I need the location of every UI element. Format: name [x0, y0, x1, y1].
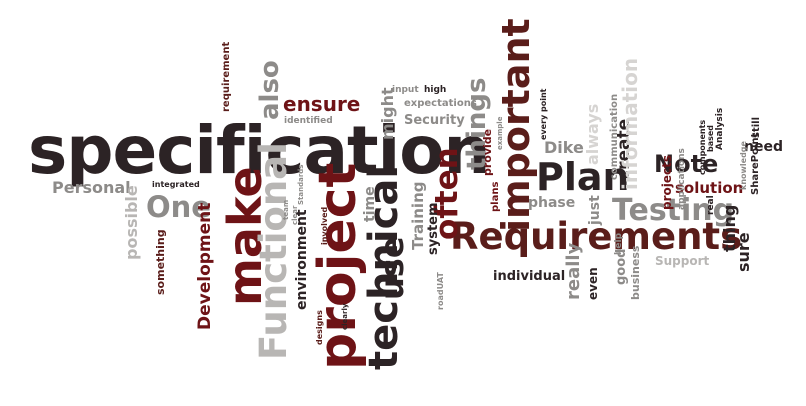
word-provide: provide: [481, 128, 494, 176]
word-identified: identified: [284, 116, 333, 126]
word-requirement: requirement: [221, 41, 232, 112]
word-involved: involved: [320, 206, 329, 245]
word-knowledge: knowledge: [739, 141, 748, 190]
word-security: Security: [404, 113, 465, 128]
word-high: high: [424, 85, 447, 95]
word-information: information: [618, 57, 642, 190]
word-plan: Plan: [536, 155, 630, 199]
word-communication: communication: [609, 93, 620, 180]
word-requirements: Requirements: [450, 215, 743, 258]
word-components: components: [698, 119, 707, 175]
word-ensure: ensure: [283, 92, 361, 116]
word-even: even: [586, 267, 600, 300]
word-need: need: [744, 139, 783, 155]
word-applications: applications: [677, 148, 687, 210]
word-still: still: [751, 116, 762, 138]
word-projects: projects: [660, 155, 674, 210]
word-system: system: [426, 202, 441, 255]
word-real: real: [706, 195, 716, 215]
word-support: Support: [655, 254, 710, 268]
word-individual: individual: [493, 269, 566, 284]
word-every-point: every point: [539, 88, 548, 141]
word-business: business: [629, 245, 642, 300]
word-development: Development: [195, 202, 215, 330]
word-standards: Standards: [297, 164, 305, 205]
word-specification: specification: [28, 112, 491, 189]
word-integrated: integrated: [152, 180, 200, 189]
word-designs: designs: [315, 310, 324, 345]
word-thing: thing: [720, 204, 739, 252]
word-something: something: [154, 229, 167, 295]
word-really: really: [563, 242, 584, 300]
word-plans: plans: [490, 181, 501, 212]
word-input: input: [392, 85, 419, 95]
word-personal: Personal: [52, 178, 131, 197]
word-clear: clear: [291, 205, 299, 225]
word-roaduat: roadUAT: [436, 272, 445, 310]
word-training: Training: [409, 181, 427, 250]
word-dike: Dike: [544, 138, 584, 157]
word-example: example: [496, 116, 504, 150]
word-functional: Functional: [252, 142, 295, 360]
word-help: help: [614, 232, 624, 255]
word-based: based: [706, 124, 715, 152]
word-just: just: [587, 195, 603, 225]
word-note: Note: [654, 150, 719, 178]
word-use: use: [373, 236, 411, 300]
word-testing: Testing: [612, 193, 735, 228]
word-analysis: Analysis: [715, 107, 725, 150]
word-solution: solution: [675, 179, 744, 197]
word-one: One: [146, 190, 211, 224]
word-possible: possible: [122, 185, 141, 260]
word-also: also: [255, 60, 285, 120]
word-clearly: clearly: [341, 303, 349, 330]
word-might: might: [378, 87, 397, 140]
word-time: time: [362, 186, 378, 222]
word-phase: phase: [528, 195, 576, 211]
word-expectations: expectations: [404, 98, 477, 109]
word-always: always: [583, 103, 602, 165]
word-team: team: [282, 199, 290, 220]
word-sharepoint: SharePoint: [750, 132, 761, 195]
